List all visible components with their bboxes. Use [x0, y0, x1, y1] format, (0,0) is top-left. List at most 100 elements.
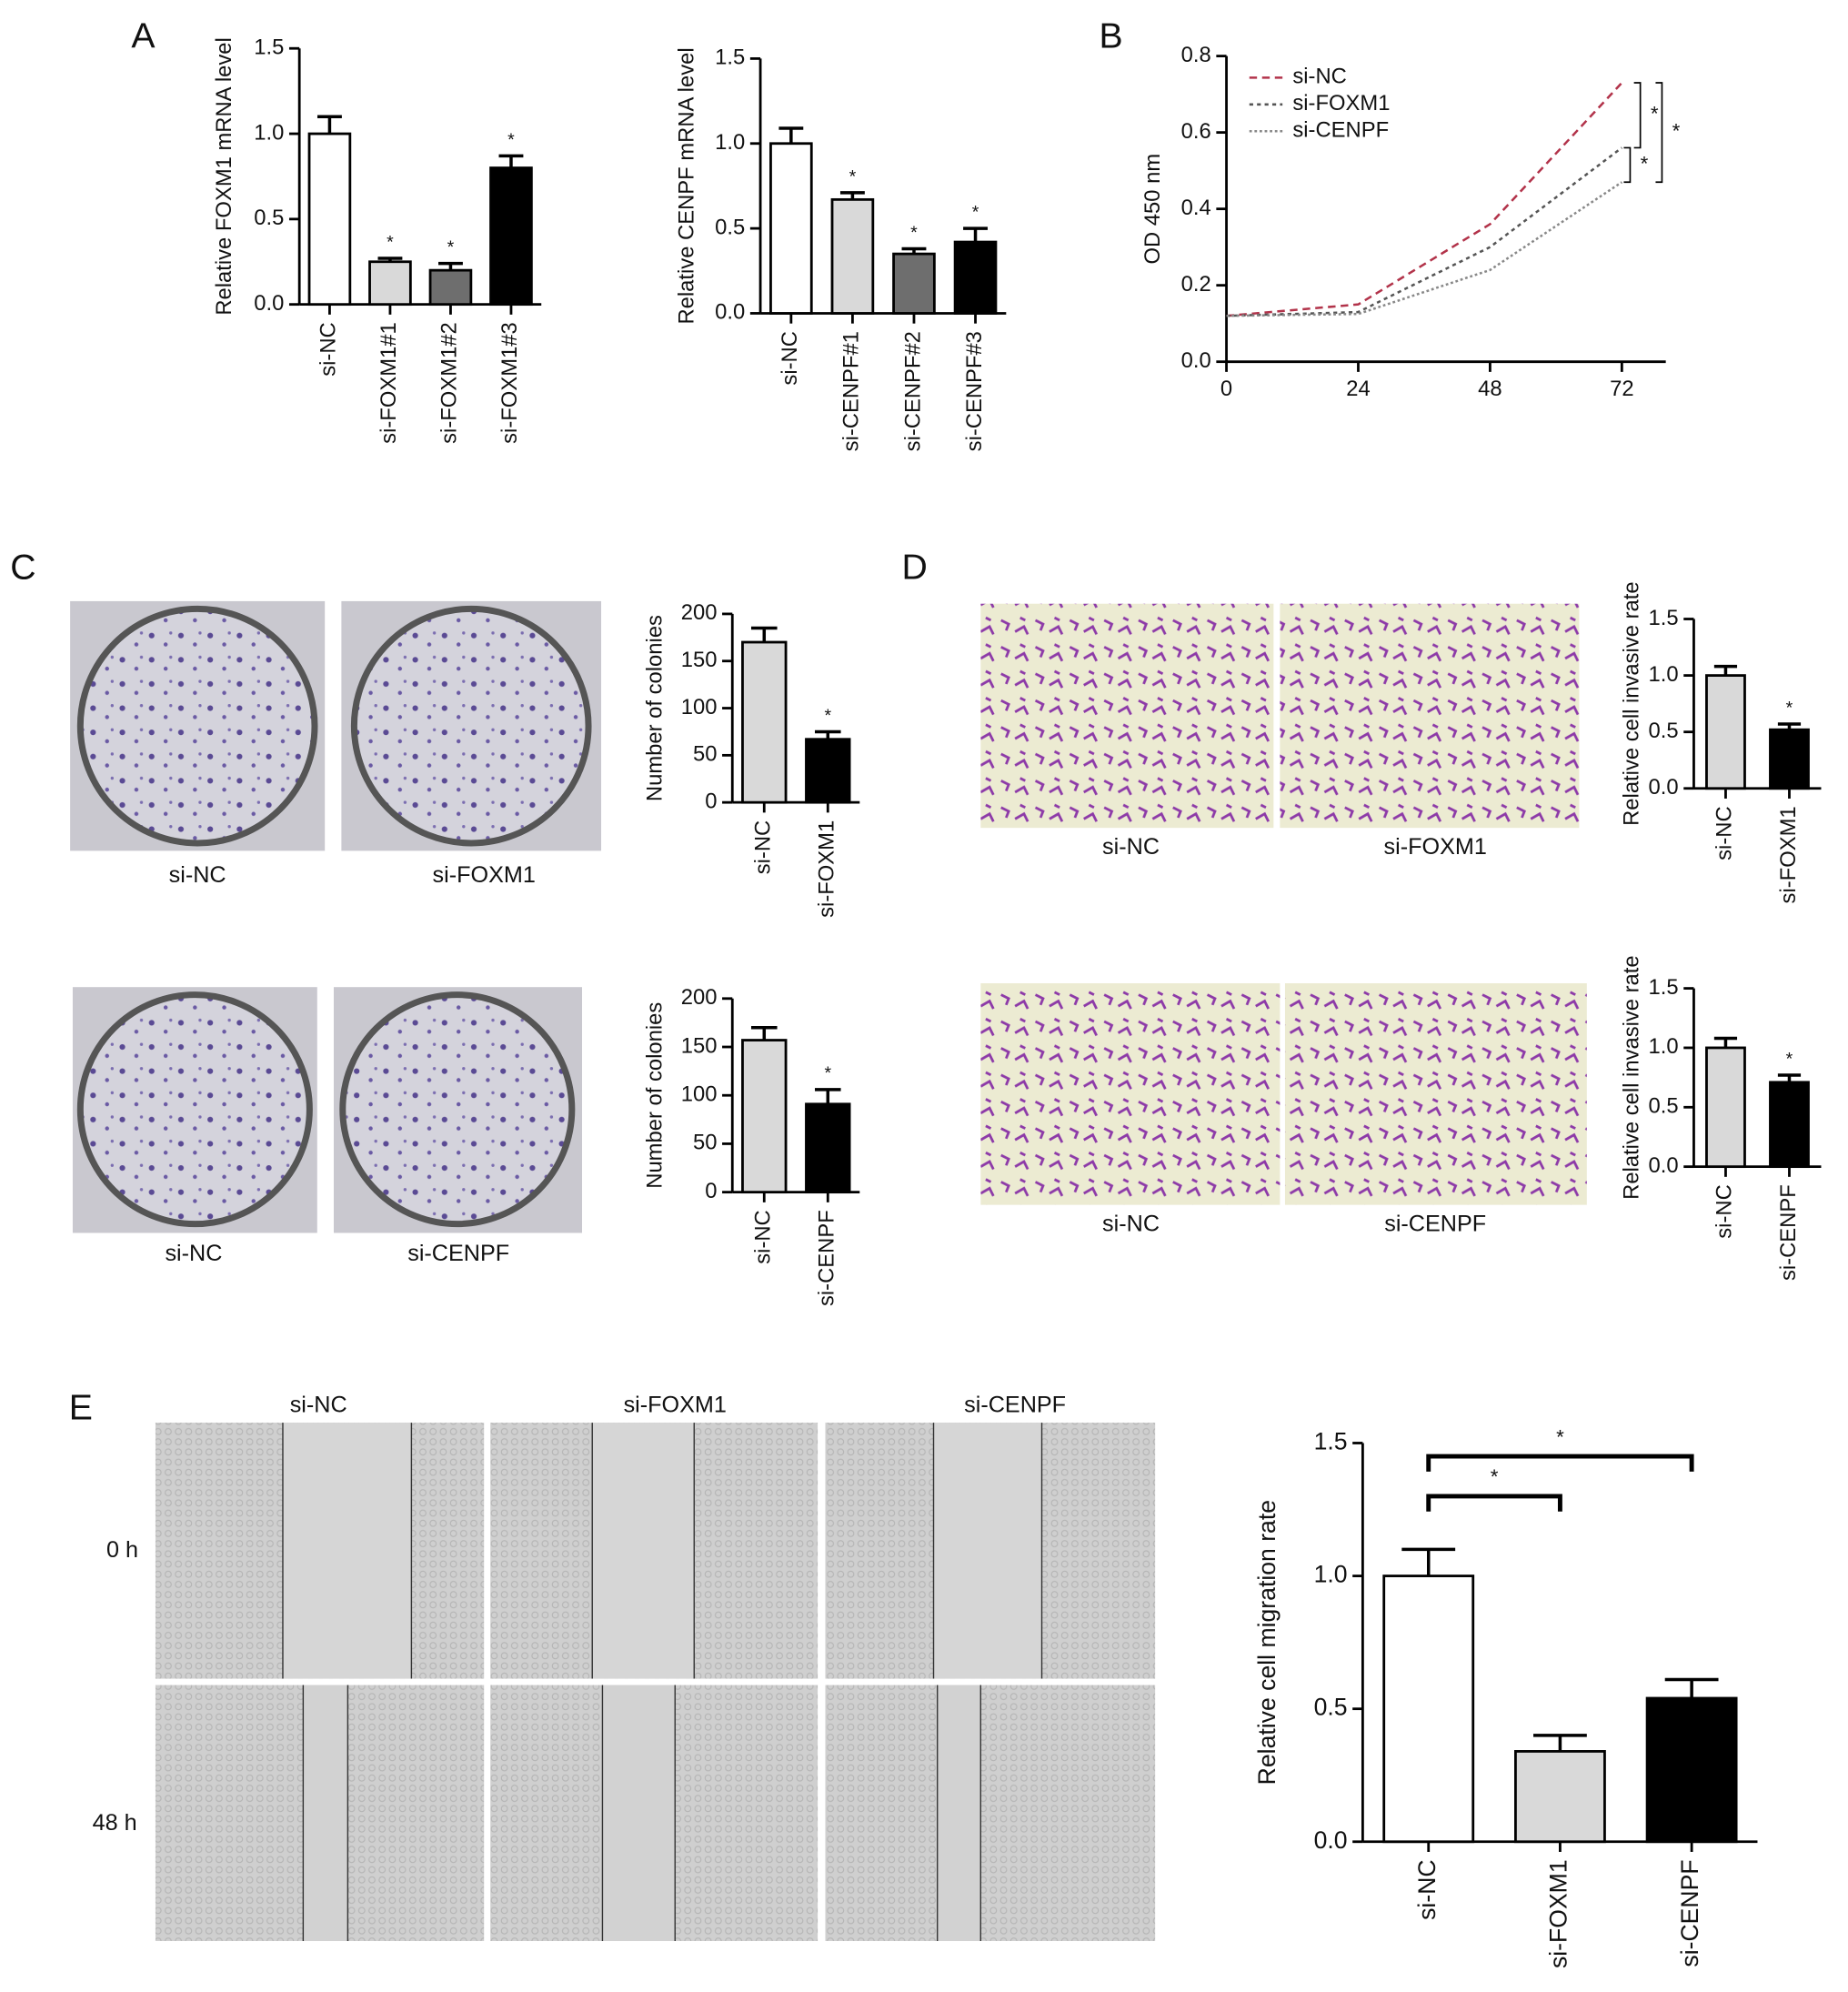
wound-gap	[282, 1423, 412, 1679]
y-tick-label: 0.5	[1649, 1094, 1679, 1119]
x-tick-label: si-NC	[316, 322, 341, 376]
wound-gap	[602, 1685, 676, 1941]
bar	[1769, 1081, 1810, 1169]
y-tick-label: 0.5	[1649, 719, 1679, 743]
significance: *	[1786, 1049, 1793, 1069]
panel-label: B	[1100, 16, 1123, 55]
photo	[1280, 603, 1580, 829]
significance: *	[1786, 698, 1793, 718]
significance-bracket	[1655, 82, 1663, 184]
wound-gap	[933, 1423, 1042, 1679]
significance: *	[1491, 1465, 1499, 1488]
legend-label: si-CENPF	[1292, 118, 1389, 143]
y-tick-label: 0.0	[715, 300, 745, 325]
x-tick-label: si-FOXM1	[1544, 1859, 1572, 1968]
y-tick-label: 1.5	[254, 35, 284, 59]
bar	[1382, 1574, 1475, 1844]
column-label: si-NC	[290, 1393, 347, 1418]
photo	[980, 982, 1281, 1205]
panel-label: A	[131, 16, 156, 55]
bar	[741, 1039, 788, 1194]
column-label: si-CENPF	[964, 1393, 1066, 1418]
x-tick-label: 24	[1346, 377, 1370, 401]
y-axis-label: Number of colonies	[643, 615, 668, 801]
significance: *	[824, 1063, 831, 1083]
y-tick-label: 0.4	[1181, 196, 1211, 220]
x-tick-label: 48	[1478, 377, 1502, 401]
legend-label: si-FOXM1	[1292, 91, 1390, 116]
significance-bracket	[1426, 1454, 1694, 1472]
photo-label: si-CENPF	[407, 1241, 509, 1266]
series-line	[1226, 146, 1623, 317]
wound-gap	[592, 1423, 695, 1679]
colony-photos	[70, 600, 602, 1233]
y-tick-label: 50	[693, 742, 717, 767]
significance-bracket	[1633, 82, 1642, 149]
y-tick-label: 0.0	[1649, 775, 1679, 800]
significance: *	[387, 232, 394, 252]
y-tick-label: 1.0	[1314, 1561, 1348, 1588]
bar	[805, 1102, 851, 1194]
significance: *	[1641, 152, 1649, 175]
dish	[339, 991, 576, 1228]
bar	[1705, 1046, 1746, 1169]
significance: *	[824, 706, 831, 726]
x-tick-label: si-FOXM1#3	[497, 322, 522, 444]
wound-gap	[937, 1685, 981, 1941]
bar	[1769, 728, 1810, 790]
photo	[1284, 982, 1587, 1205]
x-tick-label: si-CENPF#1	[839, 331, 864, 451]
photo	[825, 1685, 1156, 1941]
y-tick-label: 1.5	[1649, 975, 1679, 1000]
row-label: 0 h	[106, 1537, 138, 1563]
x-tick-label: 72	[1610, 377, 1633, 401]
y-tick-label: 0.0	[254, 291, 284, 316]
x-tick-label: si-CENPF	[1776, 1184, 1801, 1281]
significance: *	[849, 166, 857, 186]
significance: *	[972, 202, 979, 222]
y-tick-label: 0	[705, 789, 717, 813]
significance: *	[1672, 120, 1681, 143]
photo-label: si-FOXM1	[433, 862, 536, 888]
y-axis-label: Relative cell invasive rate	[1620, 955, 1644, 1200]
dish	[76, 991, 313, 1228]
significance-bracket	[1623, 146, 1632, 184]
wound-photos	[155, 1423, 1156, 1941]
bar	[892, 252, 936, 315]
x-tick-label: 0	[1220, 377, 1232, 401]
y-tick-label: 1.5	[715, 45, 745, 70]
y-axis-label: Number of colonies	[643, 1002, 668, 1189]
x-tick-label: si-CENPF#3	[962, 331, 987, 451]
y-tick-label: 1.5	[1649, 606, 1679, 630]
bar	[1514, 1750, 1606, 1844]
photo-label: si-NC	[1102, 834, 1160, 860]
x-tick-label: si-FOXM1#1	[377, 322, 401, 444]
significance: *	[910, 223, 918, 243]
y-tick-label: 100	[681, 1082, 718, 1107]
series-line	[1226, 181, 1623, 317]
x-tick-label: si-NC	[1413, 1859, 1441, 1919]
photo-label: si-CENPF	[1384, 1212, 1486, 1237]
significance: *	[507, 130, 515, 150]
y-tick-label: 0.5	[715, 215, 745, 239]
x-tick-label: si-CENPF	[815, 1210, 839, 1306]
x-tick-label: si-CENPF	[1676, 1859, 1703, 1967]
y-tick-label: 0.0	[1649, 1153, 1679, 1178]
bar	[1645, 1696, 1738, 1844]
y-tick-label: 0	[705, 1179, 717, 1203]
y-axis-label: Relative cell invasive rate	[1620, 581, 1644, 826]
y-tick-label: 0.2	[1181, 272, 1211, 297]
dish	[76, 605, 318, 847]
x-tick-label: si-FOXM1	[1776, 806, 1801, 903]
y-tick-label: 150	[681, 648, 718, 672]
x-tick-label: si-NC	[1712, 1184, 1737, 1238]
legend-label: si-NC	[1292, 65, 1346, 89]
bar	[830, 197, 875, 315]
x-tick-label: si-FOXM1	[815, 820, 839, 918]
panel-label: C	[10, 548, 35, 587]
y-tick-label: 50	[693, 1131, 717, 1155]
y-tick-label: 200	[681, 600, 718, 625]
y-tick-label: 100	[681, 695, 718, 719]
panel-label: D	[901, 548, 927, 587]
